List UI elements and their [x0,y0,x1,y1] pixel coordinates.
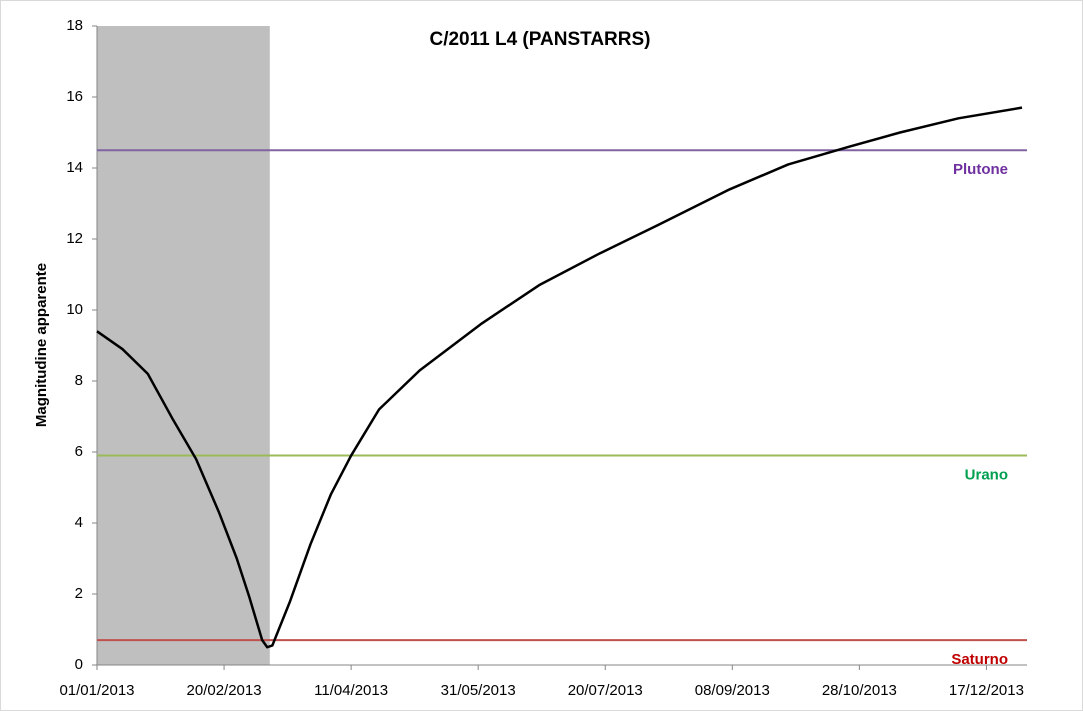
reference-label: Saturno [951,651,1008,668]
x-tick-label: 20/07/2013 [568,682,643,699]
x-tick-label: 20/02/2013 [187,682,262,699]
y-tick-label: 10 [66,301,83,318]
y-tick-label: 16 [66,88,83,105]
reference-label: Urano [965,467,1008,484]
x-tick-label: 01/01/2013 [59,682,134,699]
y-tick-label: 18 [66,17,83,34]
y-tick-label: 12 [66,230,83,247]
y-tick-label: 0 [75,656,83,673]
y-tick-label: 6 [75,443,83,460]
x-tick-label: 11/04/2013 [314,682,388,699]
chart-title: C/2011 L4 (PANSTARRS) [429,29,650,50]
x-tick-label: 31/05/2013 [441,682,516,699]
y-axis-label: Magnitudine apparente [33,263,50,427]
x-tick-label: 28/10/2013 [822,682,897,699]
x-tick-label: 17/12/2013 [949,682,1024,699]
y-tick-label: 2 [75,585,83,602]
x-tick-label: 08/09/2013 [695,682,770,699]
shaded-region [97,26,270,665]
series-line [96,106,1023,649]
y-tick-label: 14 [66,159,83,176]
y-tick-label: 8 [75,372,83,389]
y-tick-label: 4 [75,514,83,531]
reference-label: Plutone [953,161,1008,178]
plot-area: 0 2 4 6 8 10 12 14 16 18 01/01/2013 20/02/2013 11/04… [59,17,1027,699]
